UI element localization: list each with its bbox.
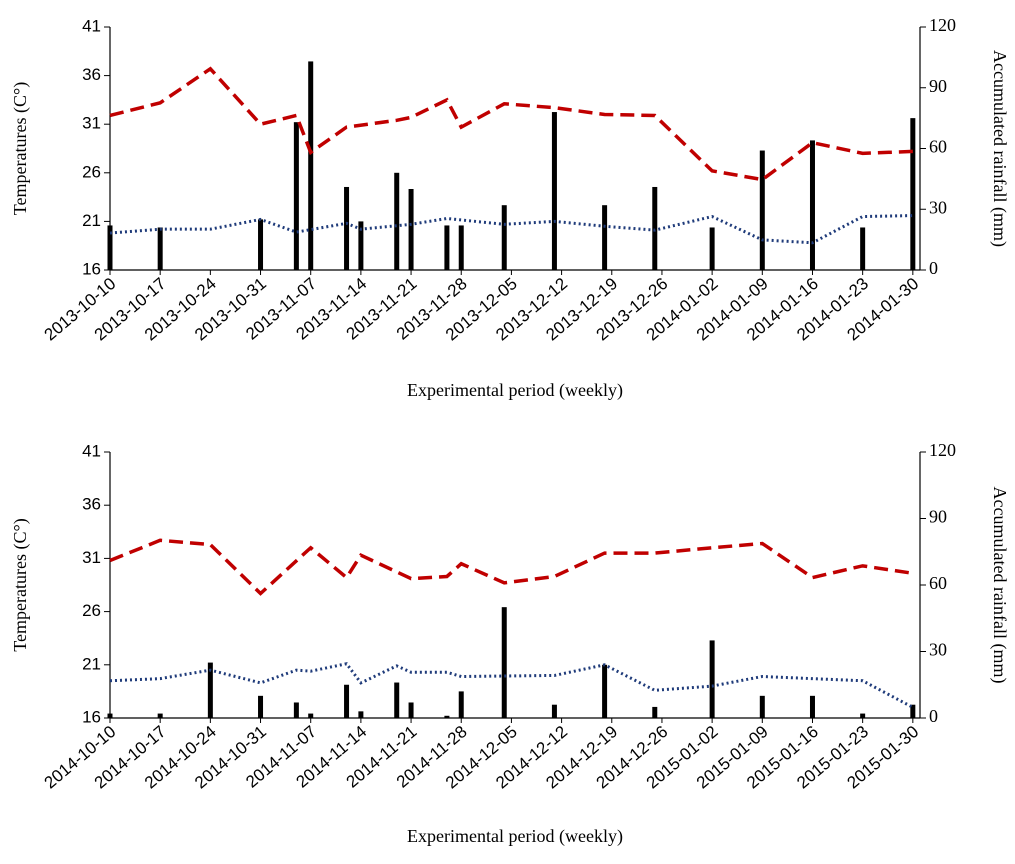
rain-bar	[444, 715, 450, 718]
y2-tick-label: 30	[929, 640, 947, 660]
rain-bar	[308, 61, 314, 270]
y-tick-label: 21	[82, 211, 101, 230]
y-tick-label: 36	[82, 495, 101, 514]
rain-bar	[293, 122, 299, 270]
rain-bar	[860, 713, 866, 718]
y2-tick-label: 0	[929, 706, 938, 726]
y-tick-label: 16	[82, 707, 101, 726]
rain-bar	[809, 695, 815, 718]
rain-bar	[652, 186, 658, 270]
rain-bar	[258, 219, 264, 270]
rain-bar	[910, 118, 916, 270]
y2-axis-title: Accumulated rainfall (mm)	[989, 50, 1010, 247]
rain-bar	[358, 711, 364, 718]
x-axis-title: Experimental period (weekly)	[407, 826, 623, 847]
y-tick-label: 36	[82, 65, 101, 84]
temperature-line	[109, 662, 914, 709]
temperature-line	[109, 214, 913, 245]
y2-tick-label: 120	[929, 15, 956, 35]
temperature-line	[109, 66, 913, 182]
rain-bar	[408, 702, 414, 718]
rain-bar	[602, 664, 608, 718]
y-tick-label: 31	[82, 114, 101, 133]
rain-bar	[293, 702, 299, 718]
rain-bar	[709, 227, 715, 270]
rain-bar	[157, 227, 163, 270]
rain-bar	[709, 640, 715, 718]
rain-bar	[358, 221, 364, 270]
rain-bar	[652, 706, 658, 718]
rain-bar	[344, 684, 350, 718]
rain-bar	[444, 225, 450, 270]
rain-bar	[501, 205, 507, 270]
rain-bar	[458, 691, 464, 718]
y-tick-label: 26	[82, 162, 101, 181]
rain-bar	[258, 695, 264, 718]
y-tick-label: 21	[82, 654, 101, 673]
y-tick-label: 31	[82, 548, 101, 567]
y2-tick-label: 60	[929, 137, 947, 157]
y-tick-label: 41	[82, 16, 101, 35]
x-axis-title: Experimental period (weekly)	[407, 380, 623, 401]
rain-bar	[551, 112, 557, 270]
y-axis-title: Temperatures (C°)	[10, 518, 31, 651]
y2-tick-label: 30	[929, 197, 947, 217]
y-tick-label: 26	[82, 601, 101, 620]
y2-tick-label: 60	[929, 573, 947, 593]
rain-bar	[308, 713, 314, 718]
y-tick-label: 41	[82, 441, 101, 460]
rain-bar	[501, 607, 507, 718]
rain-bar	[759, 150, 765, 270]
y-axis-title: Temperatures (C°)	[10, 82, 31, 215]
rain-bar	[551, 704, 557, 718]
rain-bar	[344, 186, 350, 270]
rain-bar	[910, 704, 916, 718]
rain-bar	[107, 225, 113, 270]
rain-bar	[809, 140, 815, 270]
rain-bar	[394, 682, 400, 718]
rain-bar	[157, 713, 163, 718]
y2-axis-title: Accumulated rainfall (mm)	[989, 487, 1010, 684]
y2-tick-label: 0	[929, 258, 938, 278]
y-tick-label: 16	[82, 259, 101, 278]
rain-bar	[394, 172, 400, 270]
rain-bar	[602, 205, 608, 270]
rain-bar	[408, 189, 414, 270]
y2-tick-label: 90	[929, 507, 947, 527]
y2-tick-label: 90	[929, 76, 947, 96]
rain-bar	[860, 227, 866, 270]
rain-bar	[759, 695, 765, 718]
rain-bar	[207, 662, 213, 718]
rain-bar	[458, 225, 464, 270]
y2-tick-label: 120	[929, 440, 956, 460]
rain-bar	[107, 713, 113, 718]
temperature-line	[109, 538, 914, 596]
